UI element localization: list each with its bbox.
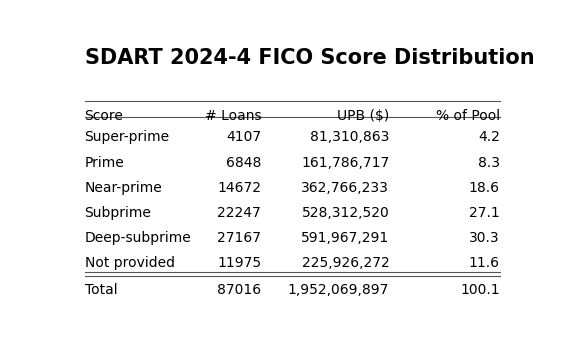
Text: Near-prime: Near-prime: [84, 181, 162, 195]
Text: 591,967,291: 591,967,291: [301, 231, 389, 245]
Text: Score: Score: [84, 109, 123, 123]
Text: UPB ($): UPB ($): [337, 109, 389, 123]
Text: 18.6: 18.6: [469, 181, 500, 195]
Text: Subprime: Subprime: [84, 206, 152, 220]
Text: # Loans: # Loans: [205, 109, 261, 123]
Text: 11.6: 11.6: [469, 256, 500, 270]
Text: 362,766,233: 362,766,233: [302, 181, 389, 195]
Text: Total: Total: [84, 283, 117, 297]
Text: Not provided: Not provided: [84, 256, 174, 270]
Text: Super-prime: Super-prime: [84, 130, 170, 145]
Text: 81,310,863: 81,310,863: [310, 130, 389, 145]
Text: % of Pool: % of Pool: [435, 109, 500, 123]
Text: 27.1: 27.1: [469, 206, 500, 220]
Text: Prime: Prime: [84, 156, 124, 170]
Text: 100.1: 100.1: [460, 283, 500, 297]
Text: 27167: 27167: [217, 231, 261, 245]
Text: 87016: 87016: [217, 283, 261, 297]
Text: 30.3: 30.3: [469, 231, 500, 245]
Text: 528,312,520: 528,312,520: [302, 206, 389, 220]
Text: Deep-subprime: Deep-subprime: [84, 231, 192, 245]
Text: 161,786,717: 161,786,717: [301, 156, 389, 170]
Text: 4107: 4107: [226, 130, 261, 145]
Text: 11975: 11975: [217, 256, 261, 270]
Text: SDART 2024-4 FICO Score Distribution: SDART 2024-4 FICO Score Distribution: [84, 48, 534, 68]
Text: 6848: 6848: [226, 156, 261, 170]
Text: 225,926,272: 225,926,272: [302, 256, 389, 270]
Text: 4.2: 4.2: [478, 130, 500, 145]
Text: 8.3: 8.3: [478, 156, 500, 170]
Text: 1,952,069,897: 1,952,069,897: [288, 283, 389, 297]
Text: 22247: 22247: [217, 206, 261, 220]
Text: 14672: 14672: [217, 181, 261, 195]
